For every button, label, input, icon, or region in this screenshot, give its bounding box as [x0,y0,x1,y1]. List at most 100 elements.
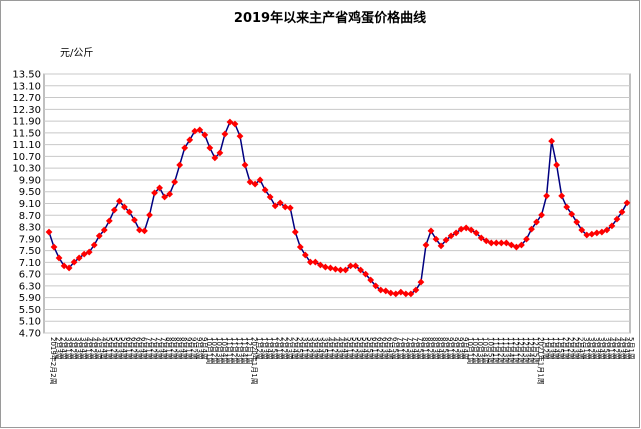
x-tick-label: 6月3周 [134,337,142,360]
data-marker [85,248,93,256]
x-tick-label: 5月4周 [361,337,369,360]
y-axis-label: 元/公斤 [60,47,93,59]
y-tick-label: 7.50 [19,246,41,257]
x-tick-label: 3月2周 [587,337,595,360]
x-tick-label: 3月3周 [310,337,318,360]
data-marker [317,261,324,269]
data-marker [603,226,611,234]
data-marker [256,176,264,184]
x-tick-label: 11月2周 [230,337,238,364]
x-tick-label: 4月4周 [99,337,107,360]
data-marker [226,118,234,126]
x-tick-label: 12月5周 [532,337,540,364]
data-marker [508,241,515,249]
data-marker [306,258,314,266]
data-marker [362,270,370,278]
data-marker [55,254,63,262]
y-tick-label: 10.70 [12,152,41,163]
data-marker [533,218,540,226]
data-marker [322,263,329,271]
data-marker [462,224,470,232]
data-marker [70,258,78,266]
data-marker [422,241,430,249]
x-tick-label: 4月3周 [617,337,625,360]
data-marker [563,203,571,211]
x-tick-label: 9月4周 [200,337,208,360]
data-marker [382,287,390,295]
data-marker [417,278,425,286]
x-tick-label: 5月1周 [104,337,112,360]
data-marker [115,197,123,205]
data-marker [276,199,284,207]
x-tick-label: 4月2周 [612,337,620,360]
x-tick-label: 1月4周 [552,337,560,360]
data-marker [196,126,204,134]
x-tick-label: 10月4周 [481,337,489,364]
data-marker [518,241,525,249]
data-marker [402,290,410,298]
x-tick-label: 4月1周 [607,337,615,360]
data-marker [442,236,450,244]
y-tick-label: 7.90 [19,234,41,245]
x-tick-label: 6月2周 [129,337,137,360]
data-marker [286,204,294,212]
data-marker [291,228,299,236]
data-marker [342,266,349,274]
data-marker [231,120,239,128]
data-marker [156,184,163,192]
x-tick-label: 7月5周 [416,337,424,360]
x-tick-label: 9月3周 [195,337,203,360]
x-tick-label: 2月4周 [59,337,67,360]
y-tick-label: 8.30 [19,223,41,234]
x-tick-label: 6月1周 [124,337,132,360]
x-tick-label: 10月5周 [486,337,494,364]
data-marker [548,137,556,145]
y-tick-label: 9.50 [19,187,41,198]
data-marker [60,262,68,270]
data-marker [50,243,58,251]
x-tick-label: 10月1周 [466,337,474,364]
x-tick-label: 1月3周 [547,337,555,360]
x-tick-label: 5月3周 [114,337,122,360]
x-tick-label: 11月1周 [225,337,233,364]
data-marker [513,243,520,251]
x-tick-label: 9月1周 [446,337,454,360]
x-tick-label: 10月1周 [205,337,213,364]
x-tick-label: 3月1周 [64,337,72,360]
x-tick-label: 7月1周 [396,337,404,360]
y-tick-label: 8.70 [19,211,41,222]
data-marker [337,266,344,274]
data-marker [367,276,375,284]
data-marker [296,243,304,251]
data-marker [502,239,510,247]
x-tick-label: 9月2周 [451,337,459,360]
y-tick-label: 10.30 [12,164,41,175]
x-tick-label: 10月2周 [471,337,479,364]
data-marker [110,206,118,214]
y-tick-label: 6.70 [19,270,41,281]
y-tick-label: 13.10 [12,81,41,92]
x-tick-label: 3月4周 [315,337,323,360]
x-tick-label: 5月3周 [356,337,364,360]
data-marker [176,161,184,169]
chart-title: 2019年以来主产省鸡蛋价格曲线 [234,10,426,26]
x-tick-label: 2019年2月2周 [49,337,58,385]
data-marker [613,215,621,223]
x-tick-label: 9月4周 [461,337,469,360]
data-marker [166,190,174,198]
x-tick-label: 12月1周 [511,337,519,364]
x-tick-label: 3月2周 [69,337,77,360]
x-tick-label: 2月4周 [290,337,298,360]
x-tick-label: 5月2周 [351,337,359,360]
y-tick-label: 7.10 [19,258,41,269]
data-marker [618,208,626,216]
x-tick-label: 10月3周 [476,337,484,364]
data-marker [271,202,279,210]
data-marker [75,254,83,262]
x-tick-label: 4月1周 [325,337,333,360]
x-tick-label: 6月3周 [381,337,389,360]
x-tick-label: 2月3周 [285,337,293,360]
data-marker [45,228,53,236]
data-marker [311,258,319,266]
x-tick-label: 8月3周 [175,337,183,360]
